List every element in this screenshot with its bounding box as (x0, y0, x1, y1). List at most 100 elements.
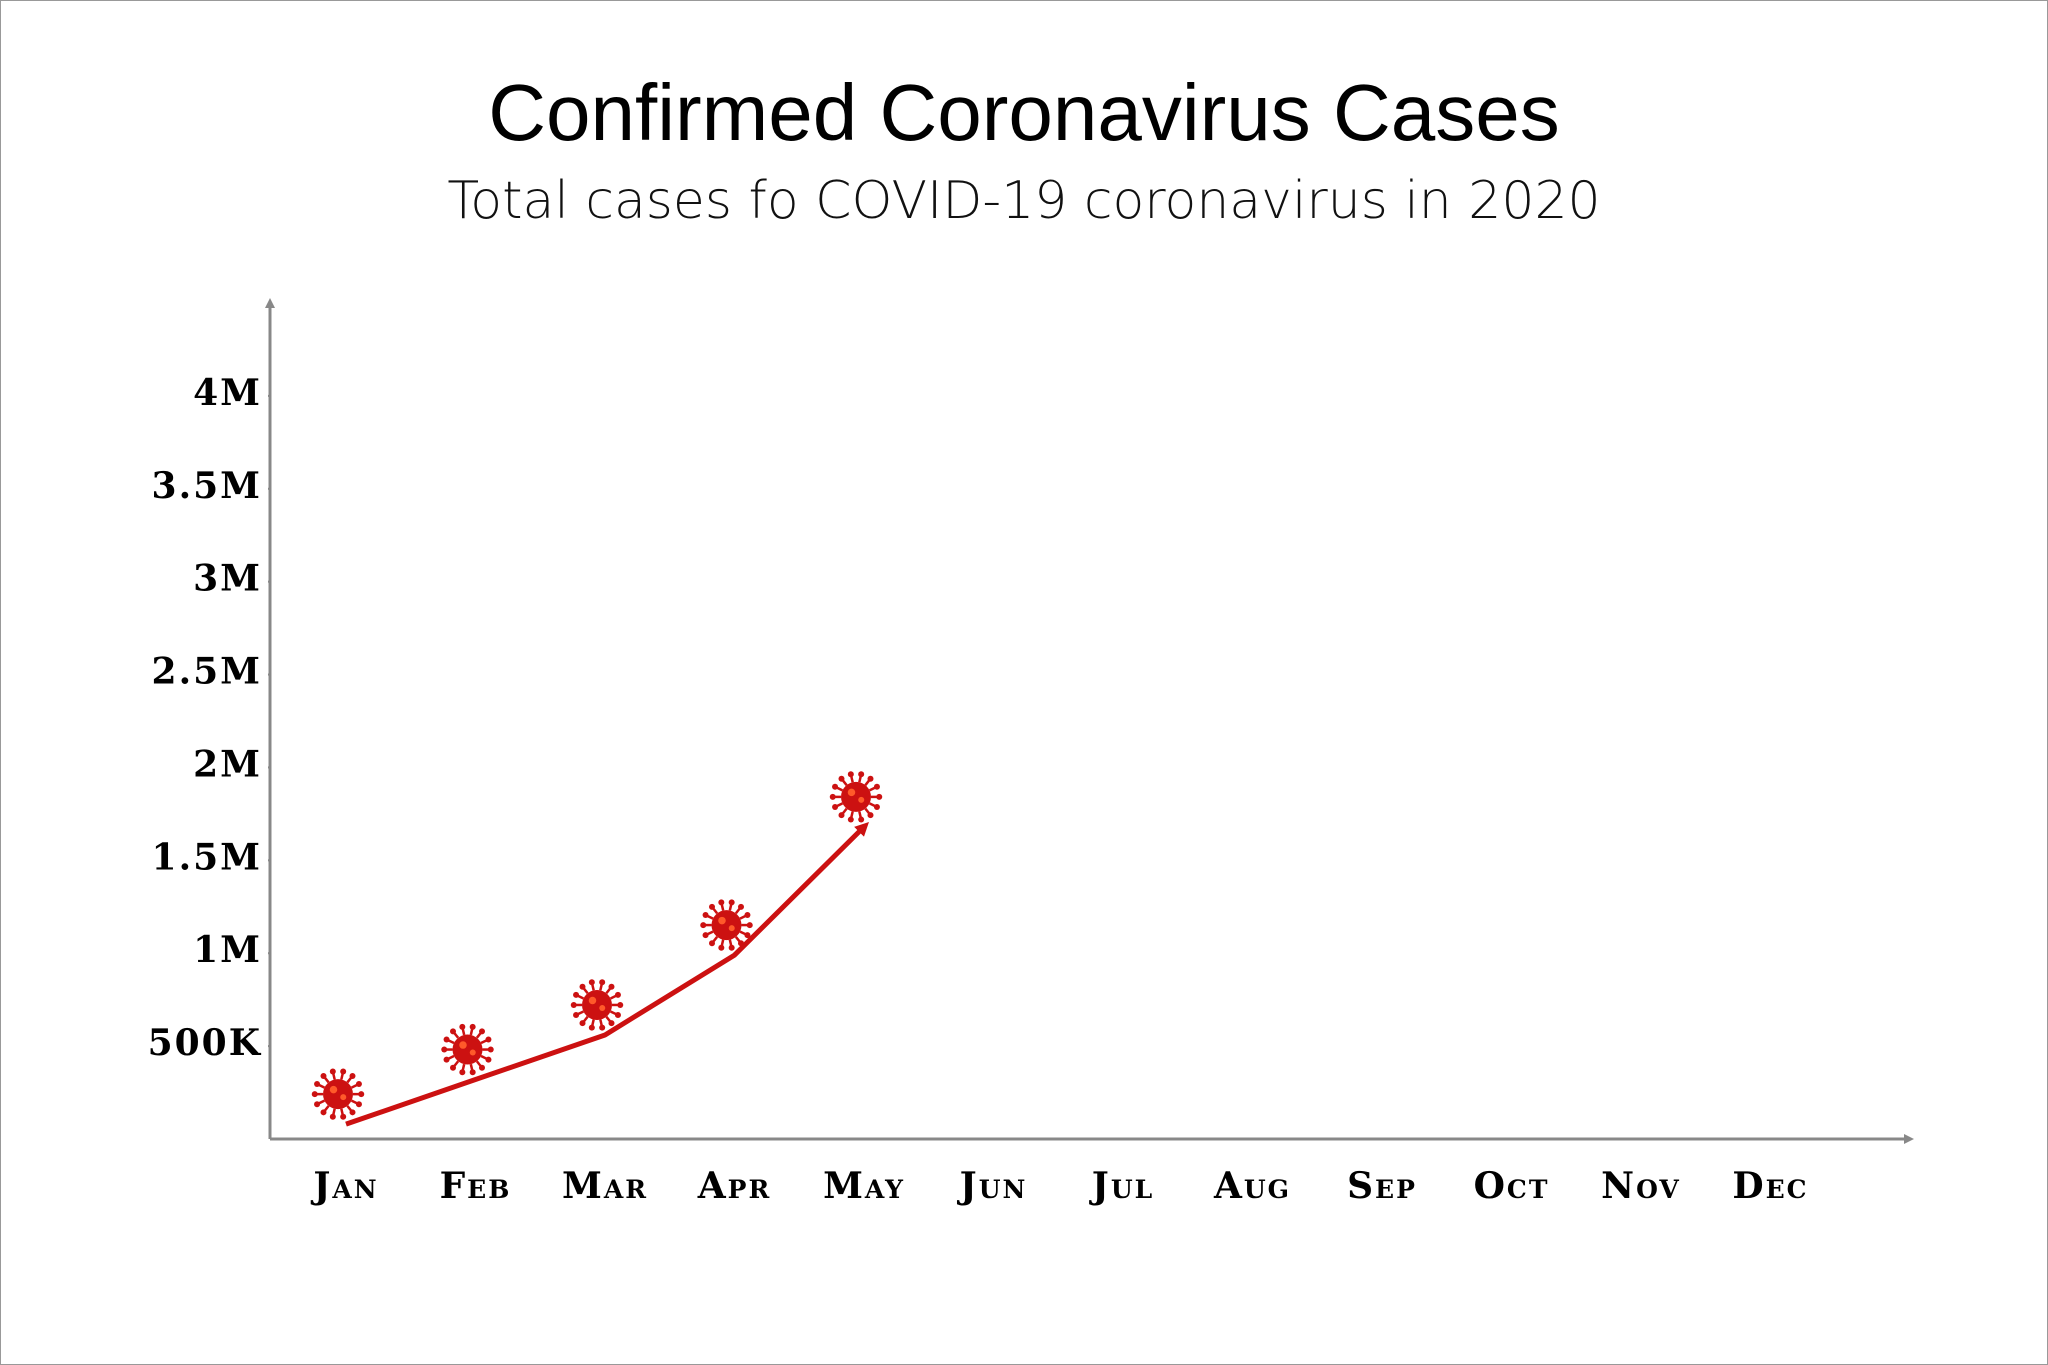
virus-spike-tip (718, 944, 725, 951)
virus-spot (469, 1049, 476, 1056)
virus-spike-tip (478, 1028, 485, 1035)
x-tick-label: Aug (1213, 1165, 1291, 1207)
virus-spot (459, 1041, 467, 1049)
y-tick-label: 2.5M (152, 651, 262, 693)
virus-spike-tip (867, 812, 874, 819)
virus-spike-tip (614, 991, 621, 998)
virus-spike-tip (746, 922, 753, 929)
virus-spike-tip (608, 1020, 615, 1027)
virus-spike-tip (320, 1072, 327, 1079)
virus-spot (728, 925, 735, 932)
virus-spike-tip (832, 783, 839, 790)
y-tick-label: 4M (193, 372, 262, 414)
virus-spike-tip (573, 991, 580, 998)
virus-marker (570, 979, 624, 1031)
virus-spike-tip (579, 1020, 586, 1027)
virus-spike-tip (702, 911, 709, 918)
virus-spike-tip (329, 1113, 336, 1120)
y-tick-label: 3.5M (152, 465, 262, 507)
virus-spike-tip (700, 922, 707, 929)
virus-spike-tip (314, 1081, 321, 1088)
virus-spike-tip (450, 1028, 457, 1035)
virus-spike-tip (718, 899, 725, 906)
virus-spike-tip (314, 1101, 321, 1108)
virus-spot (718, 916, 726, 925)
virus-spike-tip (858, 816, 865, 823)
virus-marker (829, 771, 883, 823)
virus-spike-tip (485, 1056, 492, 1063)
virus-spike-tip (614, 1012, 621, 1019)
virus-spike-tip (737, 903, 744, 910)
virus-spot (847, 788, 856, 797)
virus-spot (340, 1094, 347, 1101)
x-tick-label: Nov (1601, 1165, 1681, 1207)
virus-spike-tip (617, 1001, 624, 1008)
x-tick-label: May (823, 1165, 905, 1207)
virus-spike-tip (487, 1046, 494, 1053)
virus-body (711, 910, 742, 941)
virus-spike-tip (737, 940, 744, 947)
virus-marker (700, 899, 753, 951)
chart-title: Confirmed Coronavirus Cases (488, 68, 1560, 157)
x-tick-label: Jul (1089, 1165, 1154, 1207)
virus-spike-tip (329, 1068, 336, 1075)
virus-spike-tip (744, 932, 751, 939)
virus-spike-tip (478, 1064, 485, 1071)
virus-spot (599, 1004, 606, 1011)
virus-marker (441, 1023, 494, 1076)
virus-body (452, 1034, 483, 1065)
virus-spike-tip (469, 1023, 476, 1030)
virus-spike-tip (838, 812, 845, 819)
virus-spike-tip (320, 1109, 327, 1116)
virus-spike-tip (728, 899, 735, 906)
x-tick-label: Apr (697, 1165, 772, 1207)
chart-subtitle: Total cases fo COVID-19 coronavirus in 2… (447, 171, 1600, 231)
series-line (345, 821, 869, 1127)
virus-spike-tip (847, 771, 854, 778)
virus-spike-tip (838, 775, 845, 782)
virus-spike-tip (579, 983, 586, 990)
x-tick-label: Jun (957, 1165, 1028, 1207)
virus-spike-tip (599, 979, 606, 986)
virus-spike-tip (485, 1036, 492, 1043)
virus-spot (329, 1085, 338, 1094)
virus-spike-tip (355, 1081, 362, 1088)
virus-spot (858, 796, 865, 803)
virus-spike-tip (349, 1072, 356, 1079)
virus-spike-tip (441, 1046, 448, 1053)
virus-spike-tip (702, 932, 709, 939)
y-tick-label: 3M (193, 558, 262, 600)
y-tick-label: 1.5M (152, 836, 262, 878)
virus-spike-tip (459, 1069, 466, 1076)
y-tick-label: 2M (193, 743, 262, 785)
virus-spike-tip (599, 1024, 606, 1031)
virus-spike-tip (709, 940, 716, 947)
virus-spike-tip (570, 1001, 577, 1008)
virus-spike-tip (744, 911, 751, 918)
virus-spike-tip (588, 979, 595, 986)
virus-spike-tip (728, 944, 735, 951)
virus-spike-tip (608, 983, 615, 990)
virus-spike-tip (340, 1113, 347, 1120)
virus-spike-tip (443, 1036, 450, 1043)
virus-spike-tip (358, 1091, 365, 1098)
virus-spike-tip (847, 816, 854, 823)
x-tick-label: Feb (440, 1165, 512, 1207)
virus-spike-tip (450, 1064, 457, 1071)
x-tick-label: Sep (1347, 1165, 1417, 1207)
virus-spike-tip (873, 803, 880, 810)
virus-spike-tip (459, 1023, 466, 1030)
virus-spike-tip (573, 1012, 580, 1019)
virus-body (841, 781, 871, 812)
virus-spike-tip (355, 1101, 362, 1108)
virus-spike-tip (349, 1109, 356, 1116)
virus-spike-tip (858, 771, 865, 778)
x-tick-label: Jan (310, 1165, 378, 1207)
virus-spot (588, 996, 597, 1005)
virus-spike-tip (832, 803, 839, 810)
virus-spike-tip (876, 793, 883, 800)
virus-spike-tip (867, 775, 874, 782)
virus-spike-tip (829, 793, 836, 800)
